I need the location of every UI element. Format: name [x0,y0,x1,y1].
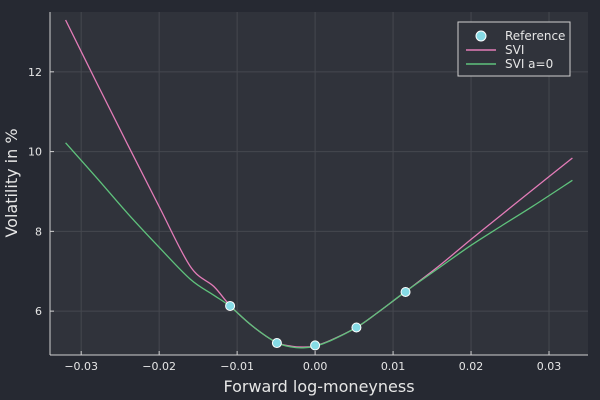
series-line-svi-a-0 [65,142,573,349]
y-tick-label: 6 [35,305,42,318]
y-tick-label: 12 [28,66,42,79]
x-tick-label: 0.01 [381,360,406,373]
x-tick-label: 0.00 [303,360,328,373]
legend-label-svi-a0: SVI a=0 [505,57,553,71]
x-tick-label: 0.03 [537,360,562,373]
legend-label-reference: Reference [505,29,565,43]
reference-point [400,286,411,297]
legend-marker-reference [475,30,487,42]
series-lines [65,19,573,349]
x-tick-label: 0.02 [459,360,484,373]
reference-point [225,300,236,311]
y-axis-label: Volatility in % [2,128,21,237]
y-tick-label: 8 [35,225,42,238]
reference-point [310,340,321,351]
y-ticks: 6 8 10 12 [28,66,54,318]
y-tick-label: 10 [28,146,42,159]
x-tick-label: −0.01 [220,360,254,373]
x-axis-label: Forward log-moneyness [223,377,414,396]
axes [49,12,588,356]
legend: Reference SVI SVI a=0 [457,21,571,77]
reference-point [271,338,282,349]
x-ticks: −0.03 −0.02 −0.01 0.00 0.01 0.02 0.03 [64,351,561,373]
x-tick-label: −0.03 [64,360,98,373]
x-tick-label: −0.02 [142,360,176,373]
legend-label-svi: SVI [505,43,524,57]
reference-point [351,322,362,333]
legend-box [457,21,571,77]
reference-points [225,286,411,351]
series-line-svi [65,19,573,348]
